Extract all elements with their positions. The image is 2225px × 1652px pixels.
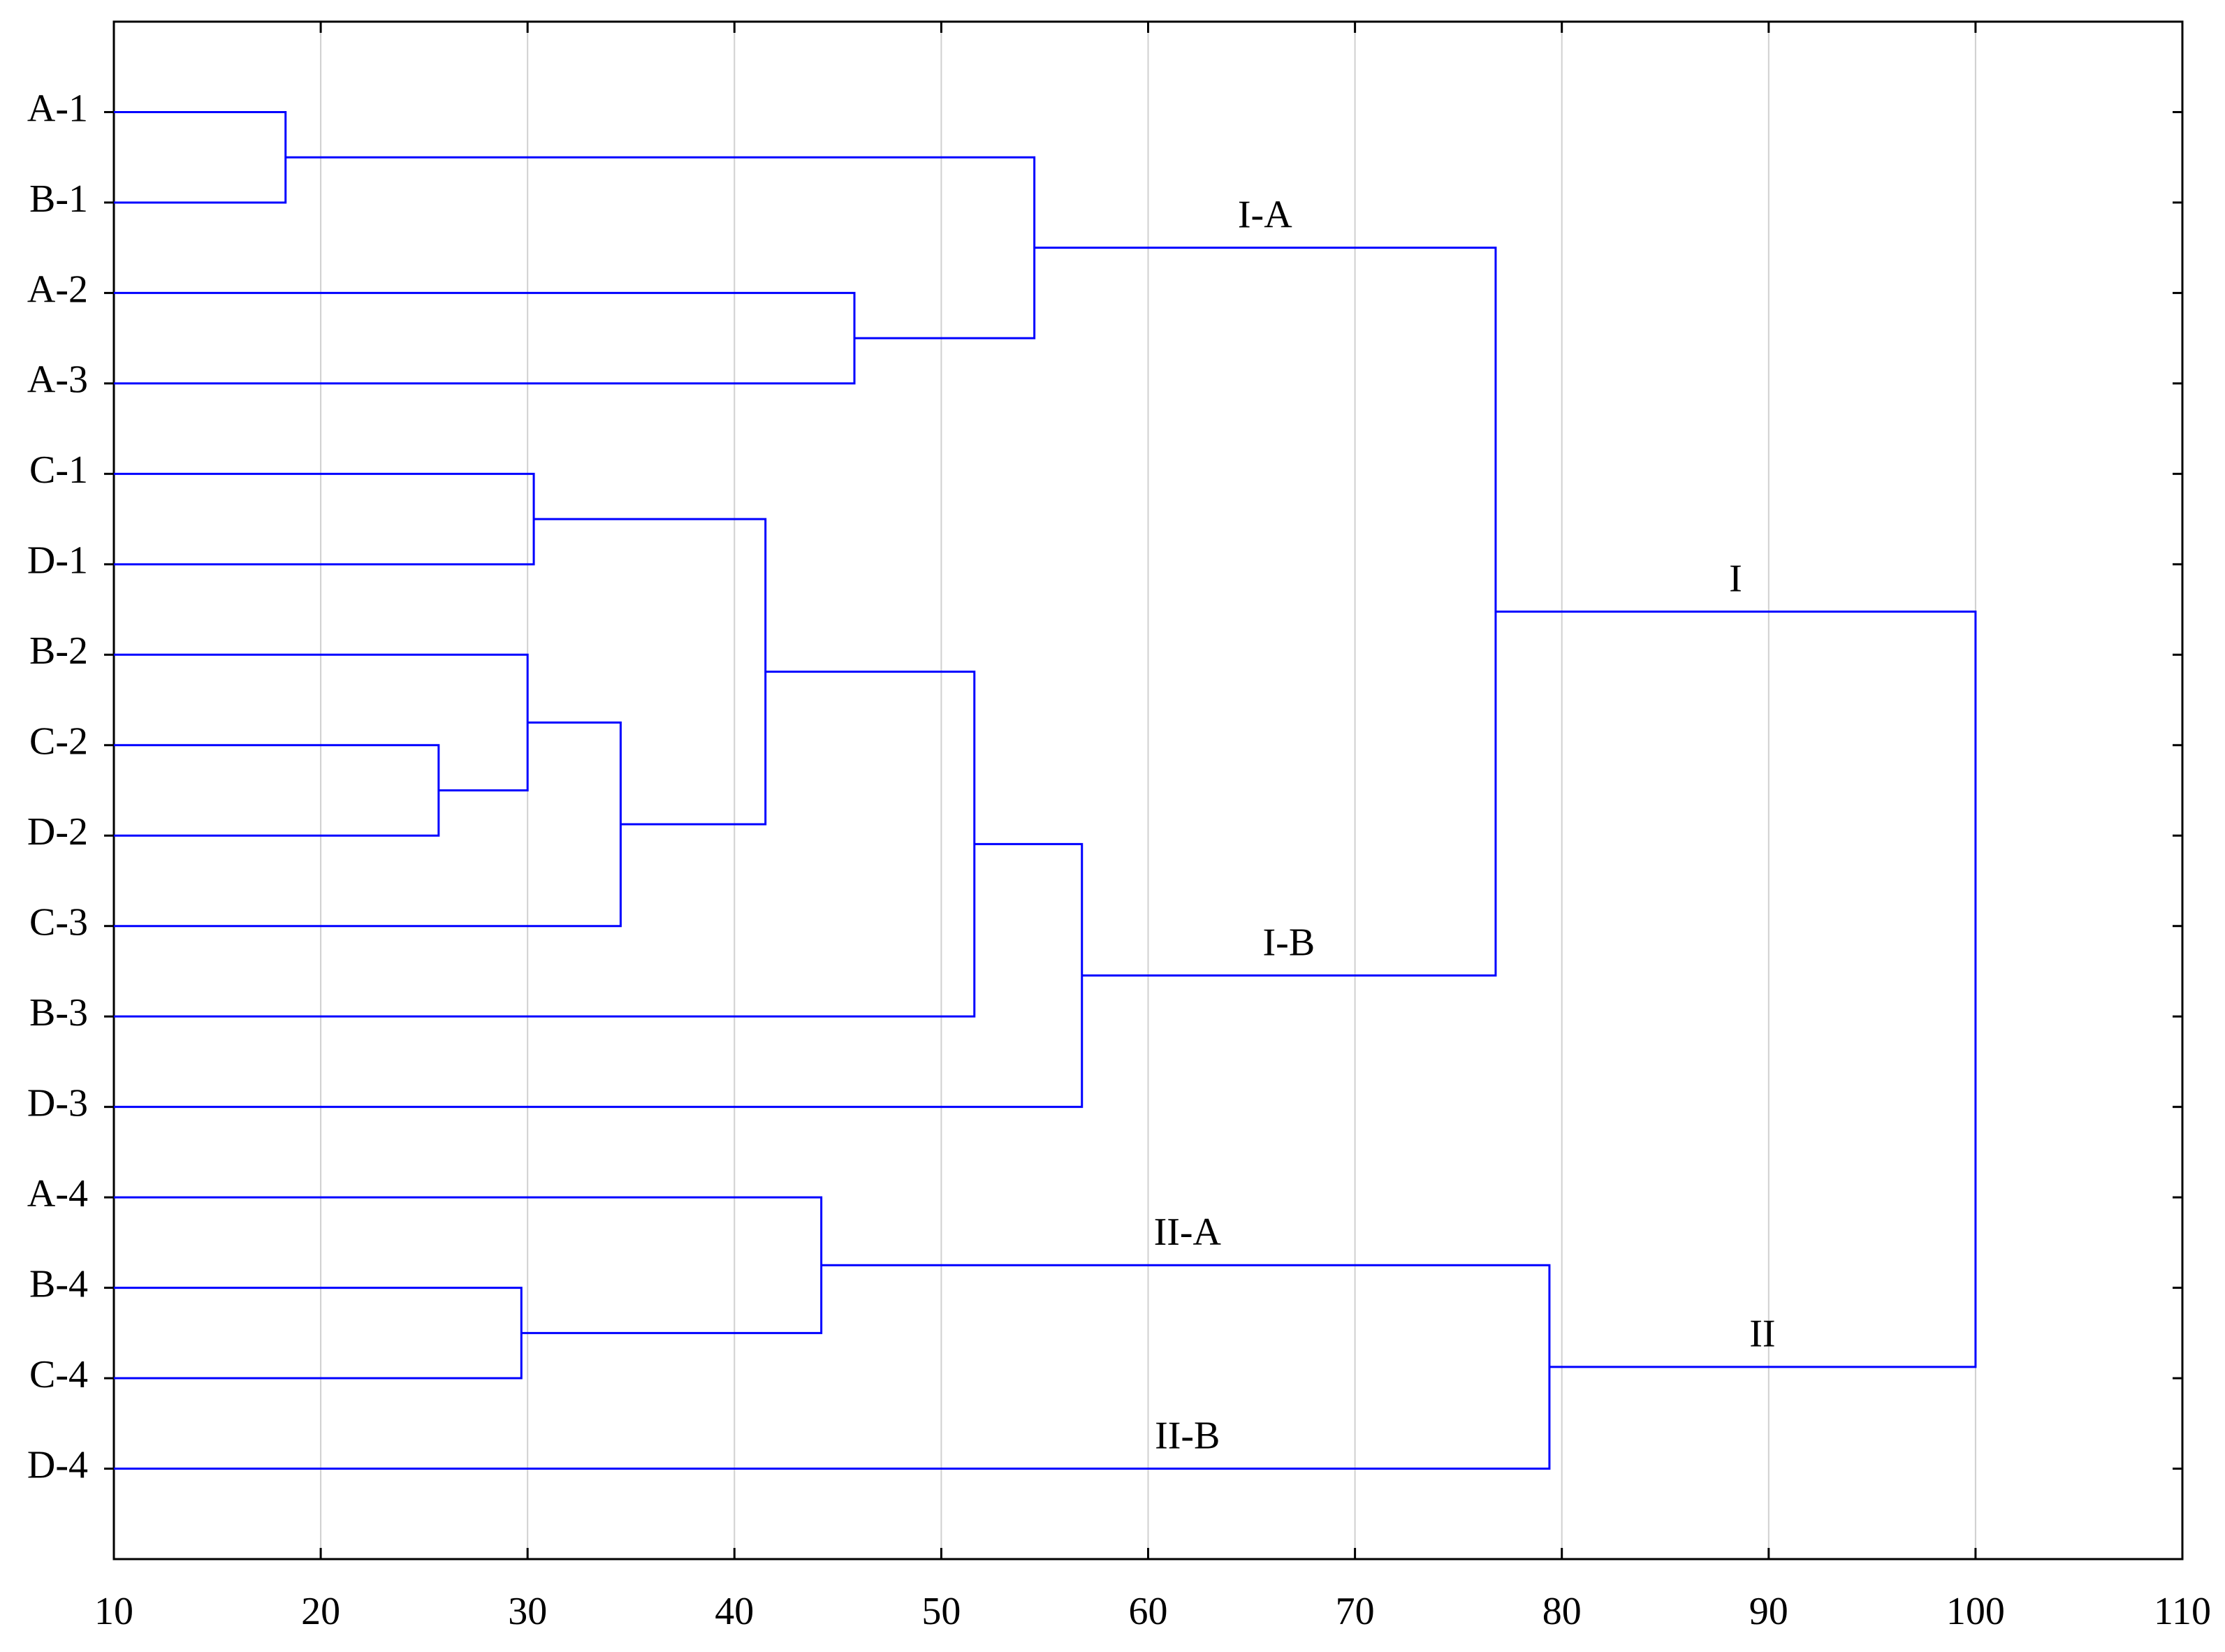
x-tick-label: 60 bbox=[1129, 1590, 1168, 1633]
x-tick-label: 40 bbox=[715, 1590, 754, 1633]
cluster-label: I bbox=[1729, 557, 1742, 600]
leaf-label: D-3 bbox=[27, 1081, 88, 1125]
dendrogram-link bbox=[534, 518, 767, 826]
x-tick-label: 90 bbox=[1749, 1590, 1788, 1633]
cluster-label: I-A bbox=[1238, 193, 1292, 237]
leaf-label: A-4 bbox=[27, 1172, 88, 1215]
dendrogram-link bbox=[1495, 611, 1977, 1368]
leaf-label: D-1 bbox=[27, 539, 88, 583]
leaf-label: A-1 bbox=[27, 87, 88, 130]
plot-frame bbox=[112, 20, 2184, 1560]
x-tick-label: 30 bbox=[508, 1590, 547, 1633]
leaf-label: B-3 bbox=[29, 991, 88, 1035]
leaf-label: A-3 bbox=[27, 358, 88, 402]
leaf-label: C-2 bbox=[29, 720, 88, 763]
x-tick-label: 110 bbox=[2154, 1590, 2211, 1633]
x-tick-label: 70 bbox=[1336, 1590, 1375, 1633]
dendrogram-link bbox=[114, 1196, 823, 1334]
x-tick-label: 10 bbox=[94, 1590, 133, 1633]
leaf-label: C-1 bbox=[29, 448, 88, 492]
leaf-label: B-2 bbox=[29, 629, 88, 673]
cluster-label: II-A bbox=[1154, 1211, 1222, 1254]
x-tick-label: 80 bbox=[1542, 1590, 1582, 1633]
leaf-label: C-3 bbox=[29, 901, 88, 944]
x-tick-label: 100 bbox=[1946, 1590, 2005, 1633]
leaf-label: D-2 bbox=[27, 810, 88, 854]
cluster-label: II bbox=[1749, 1313, 1775, 1356]
leaf-label: D-4 bbox=[27, 1443, 88, 1486]
cluster-label: I-B bbox=[1263, 921, 1315, 964]
dendrogram-link bbox=[114, 1264, 1551, 1470]
x-tick-label: 20 bbox=[301, 1590, 340, 1633]
x-tick-label: 50 bbox=[921, 1590, 961, 1633]
cluster-label: II-B bbox=[1155, 1414, 1220, 1457]
leaf-label: B-4 bbox=[29, 1262, 88, 1306]
leaf-label: A-2 bbox=[27, 268, 88, 311]
leaf-label: C-4 bbox=[29, 1353, 88, 1396]
leaf-label: B-1 bbox=[29, 177, 88, 221]
